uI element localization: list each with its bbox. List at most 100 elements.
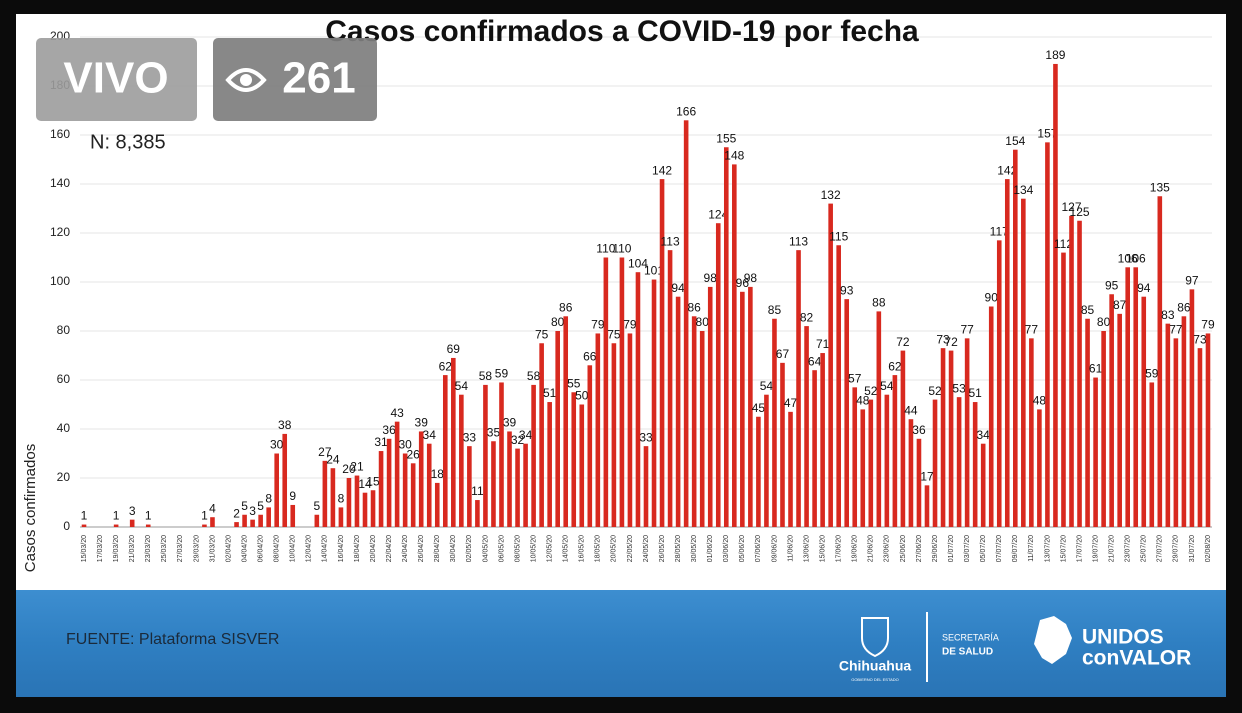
bar bbox=[812, 370, 817, 527]
bar bbox=[234, 522, 239, 527]
bar bbox=[210, 517, 215, 527]
value-label: 154 bbox=[1005, 134, 1025, 148]
value-label: 79 bbox=[1201, 318, 1215, 332]
slogan-line-1: UNIDOS bbox=[1082, 626, 1164, 649]
value-label: 98 bbox=[704, 271, 718, 285]
value-label: 166 bbox=[676, 104, 696, 118]
value-label: 58 bbox=[479, 369, 493, 383]
bar bbox=[972, 402, 978, 527]
value-label: 64 bbox=[808, 354, 822, 368]
value-label: 39 bbox=[503, 416, 517, 430]
bar bbox=[1101, 331, 1106, 527]
bar bbox=[884, 394, 890, 527]
value-label: 135 bbox=[1150, 180, 1170, 194]
x-tick-label: 24/04/20 bbox=[402, 535, 409, 562]
bar bbox=[908, 419, 914, 527]
bar bbox=[852, 387, 858, 527]
y-tick-label: 0 bbox=[63, 519, 70, 533]
state-logo bbox=[861, 617, 889, 658]
value-label: 83 bbox=[1161, 308, 1175, 322]
x-tick-label: 25/06/20 bbox=[900, 535, 907, 562]
y-tick-label: 100 bbox=[50, 274, 70, 288]
bar bbox=[467, 446, 472, 527]
value-label: 80 bbox=[1097, 315, 1111, 329]
bar bbox=[788, 411, 793, 527]
bar bbox=[844, 299, 850, 527]
bar bbox=[619, 257, 625, 527]
bar bbox=[314, 514, 320, 527]
value-label: 112 bbox=[1054, 237, 1073, 251]
x-tick-label: 15/06/20 bbox=[819, 535, 826, 562]
bar bbox=[378, 451, 384, 527]
value-label: 72 bbox=[944, 335, 958, 349]
bar bbox=[988, 306, 994, 527]
value-label: 62 bbox=[888, 359, 902, 373]
x-tick-label: 01/06/20 bbox=[707, 535, 714, 562]
bar bbox=[1117, 313, 1122, 527]
x-tick-label: 20/05/20 bbox=[611, 535, 618, 562]
y-tick-label: 160 bbox=[50, 127, 70, 141]
value-label: 85 bbox=[768, 303, 782, 317]
x-tick-label: 06/05/20 bbox=[498, 535, 505, 562]
state-name: Chihuahua bbox=[839, 658, 912, 674]
bar bbox=[507, 431, 512, 527]
x-tick-label: 16/05/20 bbox=[579, 535, 586, 562]
value-label: 69 bbox=[447, 342, 461, 356]
value-label: 110 bbox=[596, 242, 615, 256]
bar bbox=[1004, 179, 1010, 527]
bar bbox=[868, 399, 874, 527]
value-label: 134 bbox=[1013, 183, 1033, 197]
bar bbox=[434, 482, 440, 527]
bar bbox=[322, 460, 328, 527]
bar bbox=[386, 438, 392, 527]
value-label: 52 bbox=[928, 384, 942, 398]
value-label: 142 bbox=[652, 163, 672, 177]
value-label: 97 bbox=[1185, 274, 1199, 288]
value-label: 45 bbox=[752, 401, 766, 415]
x-tick-label: 17/06/20 bbox=[836, 535, 843, 562]
bar bbox=[715, 223, 721, 527]
x-tick-label: 10/05/20 bbox=[530, 535, 537, 562]
value-label: 4 bbox=[209, 501, 216, 515]
value-label: 57 bbox=[848, 372, 862, 386]
value-label: 43 bbox=[390, 406, 404, 420]
bar bbox=[1085, 318, 1090, 527]
bar bbox=[723, 147, 729, 527]
value-label: 54 bbox=[455, 379, 469, 393]
x-tick-label: 15/03/20 bbox=[81, 535, 88, 562]
bar bbox=[587, 365, 593, 527]
bar bbox=[916, 438, 922, 527]
value-label: 98 bbox=[744, 271, 758, 285]
bar bbox=[732, 164, 737, 527]
y-tick-label: 140 bbox=[50, 176, 70, 190]
bar bbox=[1125, 267, 1131, 527]
viewers-count: 261 bbox=[282, 54, 355, 103]
x-tick-label: 25/07/20 bbox=[1141, 535, 1148, 562]
value-label: 96 bbox=[736, 276, 750, 290]
value-label: 48 bbox=[856, 394, 870, 408]
bar bbox=[764, 394, 769, 527]
bar bbox=[948, 350, 954, 527]
bar bbox=[1197, 348, 1203, 527]
bar bbox=[659, 179, 665, 527]
bar bbox=[683, 120, 689, 528]
x-tick-label: 15/07/20 bbox=[1060, 535, 1067, 562]
bar bbox=[635, 272, 641, 527]
bar bbox=[442, 375, 448, 527]
bar bbox=[330, 468, 336, 527]
bar bbox=[426, 443, 432, 527]
value-label: 86 bbox=[1177, 300, 1191, 314]
bar bbox=[483, 384, 488, 527]
live-badge bbox=[36, 38, 197, 121]
viewers-badge bbox=[213, 38, 377, 121]
bar bbox=[523, 443, 528, 527]
bar bbox=[394, 421, 400, 527]
value-label: 110 bbox=[612, 242, 631, 256]
x-tick-label: 01/07/20 bbox=[948, 535, 955, 562]
x-tick-label: 09/07/20 bbox=[1012, 535, 1019, 562]
value-label: 51 bbox=[968, 386, 982, 400]
value-label: 34 bbox=[977, 428, 991, 442]
bar bbox=[129, 519, 135, 527]
bar bbox=[539, 343, 544, 527]
value-label: 34 bbox=[519, 428, 533, 442]
